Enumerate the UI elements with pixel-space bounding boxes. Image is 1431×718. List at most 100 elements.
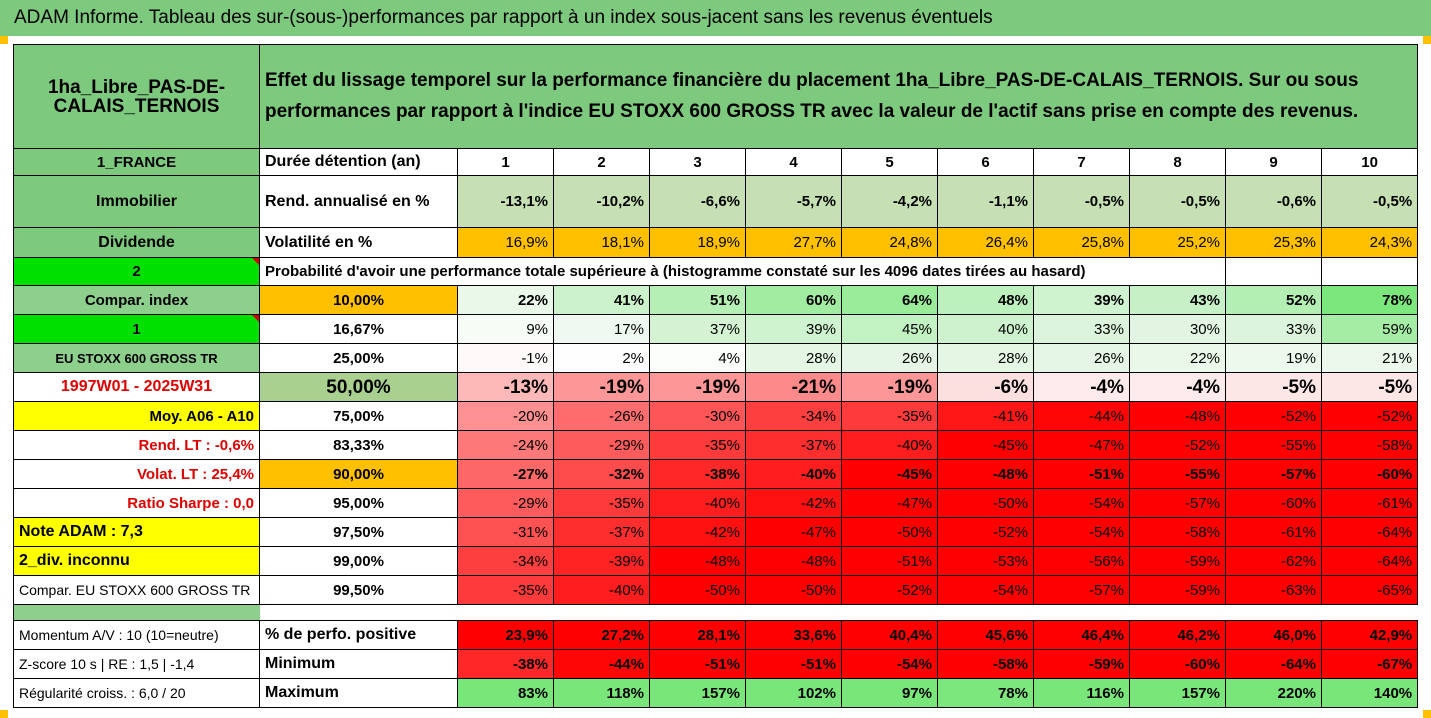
probability-value: -55% bbox=[1225, 430, 1322, 460]
probability-value: 2% bbox=[553, 343, 650, 373]
table-row: Régularité croiss. : 6,0 / 20 Maximum 83% 1… bbox=[13, 678, 1419, 708]
maximum-label: Maximum bbox=[259, 678, 458, 708]
rend-value: -0,5% bbox=[1320, 175, 1419, 228]
probability-value: -42% bbox=[745, 488, 842, 518]
maximum-value: 102% bbox=[745, 678, 842, 708]
probability-value: 78% bbox=[1320, 285, 1419, 315]
probability-value: -29% bbox=[457, 488, 554, 518]
probability-value: -20% bbox=[457, 401, 554, 431]
probability-value: -59% bbox=[1129, 546, 1226, 576]
probability-value: -19% bbox=[841, 372, 938, 402]
spacer-cell bbox=[260, 605, 1418, 621]
probability-value: -56% bbox=[1033, 546, 1130, 576]
probability-value: -51% bbox=[1033, 459, 1130, 489]
probability-value: -65% bbox=[1320, 575, 1419, 605]
probability-value: -48% bbox=[649, 546, 746, 576]
dividend-type-label: 2_div. inconnu bbox=[13, 546, 260, 576]
index-name-label: EU STOXX 600 GROSS TR bbox=[13, 343, 260, 373]
minimum-value: -67% bbox=[1320, 649, 1419, 679]
probability-value: 28% bbox=[937, 343, 1034, 373]
probability-value: -48% bbox=[937, 459, 1034, 489]
table-row: 1_FRANCE Durée détention (an) 1 2 3 4 5 6 7 8 9 10 bbox=[13, 148, 1419, 176]
table-row: Momentum A/V : 10 (10=neutre)% de perfo.… bbox=[13, 620, 1419, 650]
probability-value: 26% bbox=[1033, 343, 1130, 373]
probability-level: 83,33% bbox=[259, 430, 458, 460]
probability-value: -5% bbox=[1320, 372, 1419, 402]
table-row: Moy. A06 - A10 75,00% -20% -26% -30% -34% -35%… bbox=[13, 401, 1419, 431]
probability-value: -50% bbox=[745, 575, 842, 605]
probability-level: 25,00% bbox=[259, 343, 458, 373]
probability-value: -34% bbox=[457, 546, 554, 576]
probability-value: -35% bbox=[841, 401, 938, 431]
probability-value: -39% bbox=[553, 546, 650, 576]
vol-value: 16,9% bbox=[457, 227, 554, 258]
minimum-value: -58% bbox=[937, 649, 1034, 679]
maximum-value: 157% bbox=[649, 678, 746, 708]
probability-value: 28% bbox=[745, 343, 842, 373]
probability-value: 21% bbox=[1320, 343, 1419, 373]
probability-value: -60% bbox=[1320, 459, 1419, 489]
probability-value: -26% bbox=[553, 401, 650, 431]
table-row: 1997W01 - 2025W31 50,00% -13% -19% -19% -21% -… bbox=[13, 372, 1419, 402]
probability-value: -34% bbox=[745, 401, 842, 431]
minimum-value: -51% bbox=[745, 649, 842, 679]
year-header: 4 bbox=[745, 148, 842, 176]
maximum-value: 220% bbox=[1225, 678, 1322, 708]
probability-level: 50,00% bbox=[259, 372, 458, 402]
probability-value: -52% bbox=[1225, 401, 1322, 431]
probability-value: -37% bbox=[553, 517, 650, 547]
probability-level: 16,67% bbox=[259, 314, 458, 344]
probability-value: 59% bbox=[1320, 314, 1419, 344]
table-description: Effet du lissage temporel sur la perform… bbox=[258, 44, 1419, 149]
probability-value: -51% bbox=[841, 546, 938, 576]
perf-pos-value: 46,4% bbox=[1033, 620, 1130, 650]
probability-value: 22% bbox=[457, 285, 554, 315]
minimum-value: -64% bbox=[1225, 649, 1322, 679]
probability-value: -35% bbox=[553, 488, 650, 518]
probability-value: -27% bbox=[457, 459, 554, 489]
maximum-value: 157% bbox=[1129, 678, 1226, 708]
probability-value: -54% bbox=[1033, 517, 1130, 547]
empty-cell bbox=[1320, 257, 1419, 286]
probability-value: -54% bbox=[937, 575, 1034, 605]
probability-value: -6% bbox=[937, 372, 1034, 402]
probability-value: -35% bbox=[457, 575, 554, 605]
rank-1-marker: 1 bbox=[13, 314, 260, 344]
vol-value: 25,3% bbox=[1225, 227, 1322, 258]
table-row: Rend. LT : -0,6% 83,33% -24% -29% -35% -37% -4… bbox=[13, 430, 1419, 460]
rend-value: -10,2% bbox=[553, 175, 650, 228]
probability-value: -35% bbox=[649, 430, 746, 460]
momentum-label: Momentum A/V : 10 (10=neutre) bbox=[13, 620, 260, 650]
probability-value: -52% bbox=[937, 517, 1034, 547]
probability-level: 97,50% bbox=[259, 517, 458, 547]
probability-value: -40% bbox=[553, 575, 650, 605]
probability-value: 39% bbox=[1033, 285, 1130, 315]
minimum-value: -51% bbox=[649, 649, 746, 679]
probability-value: -58% bbox=[1320, 430, 1419, 460]
probability-value: 26% bbox=[841, 343, 938, 373]
vol-value: 25,2% bbox=[1129, 227, 1226, 258]
probability-value: -41% bbox=[937, 401, 1034, 431]
probability-value: -5% bbox=[1225, 372, 1322, 402]
probability-label: Probabilité d'avoir une performance tota… bbox=[259, 257, 1226, 286]
table-row bbox=[13, 604, 1418, 621]
year-header: 10 bbox=[1320, 148, 1419, 176]
probability-value: -40% bbox=[745, 459, 842, 489]
year-header: 9 bbox=[1225, 148, 1322, 176]
zscore-label: Z-score 10 s | RE : 1,5 | -1,4 bbox=[13, 649, 260, 679]
note-label: Note ADAM : 7,3 bbox=[13, 517, 260, 547]
probability-value: -60% bbox=[1225, 488, 1322, 518]
rend-value: -0,6% bbox=[1225, 175, 1322, 228]
perf-pos-value: 28,1% bbox=[649, 620, 746, 650]
probability-level: 75,00% bbox=[259, 401, 458, 431]
moy-label: Moy. A06 - A10 bbox=[13, 401, 260, 431]
table-row: 1ha_Libre_PAS-DE-CALAIS_TERNOIS Effet du … bbox=[13, 44, 1419, 149]
category-label: Immobilier bbox=[13, 175, 260, 228]
vol-label: Volatilité en % bbox=[259, 227, 458, 258]
maximum-value: 118% bbox=[553, 678, 650, 708]
year-header: 5 bbox=[841, 148, 938, 176]
probability-value: -61% bbox=[1225, 517, 1322, 547]
probability-value: -30% bbox=[649, 401, 746, 431]
spacer-cell bbox=[13, 604, 260, 621]
compar-full-label: Compar. EU STOXX 600 GROSS TR bbox=[13, 575, 260, 605]
